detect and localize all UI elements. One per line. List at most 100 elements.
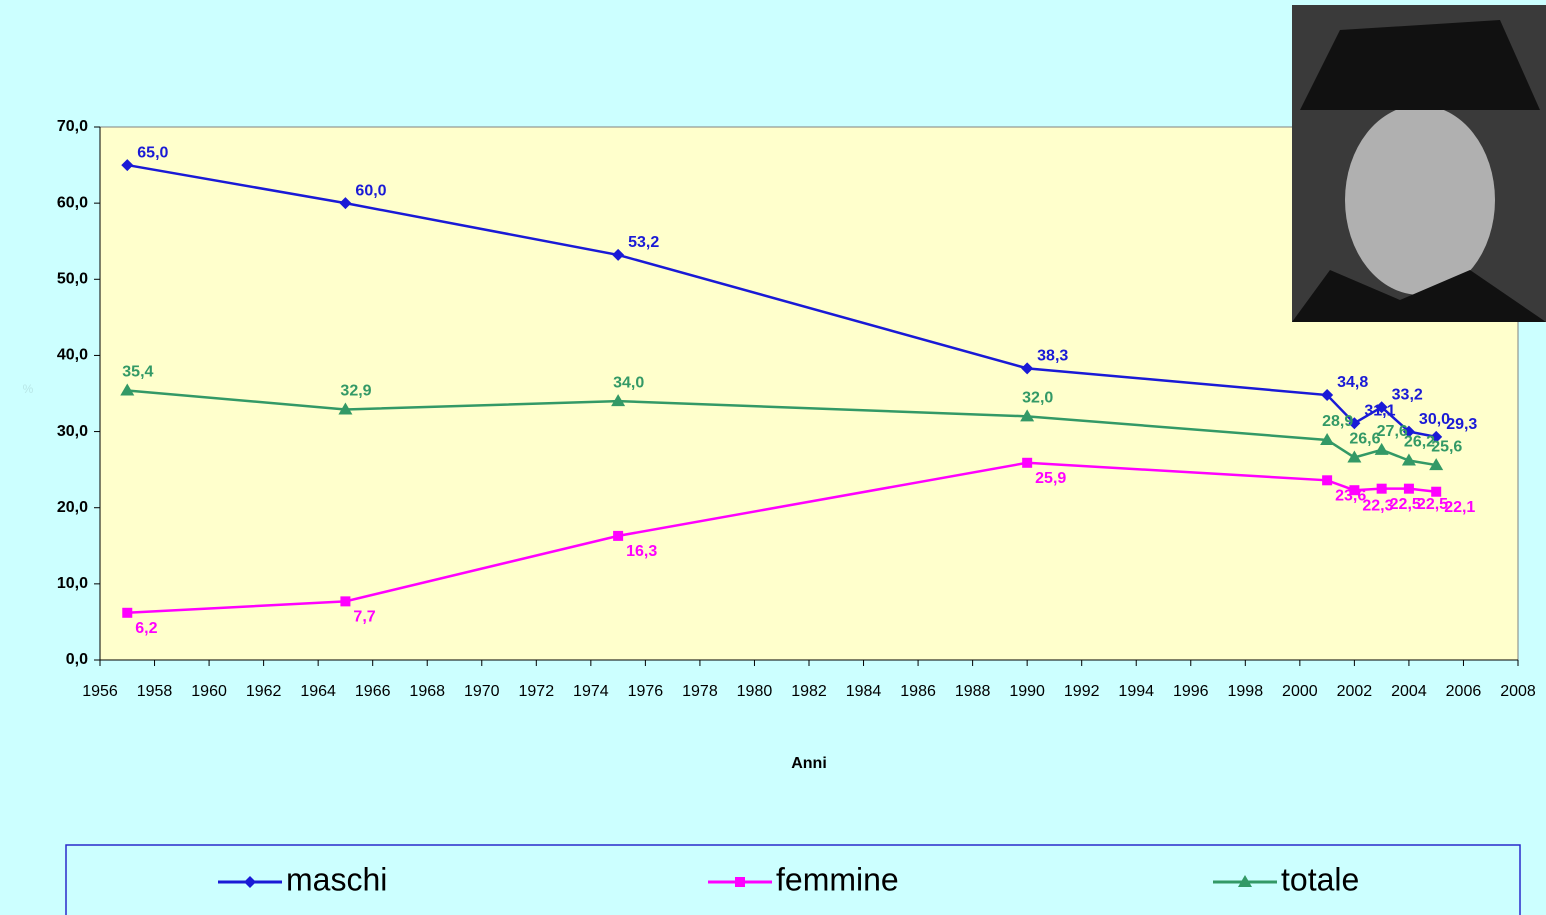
value-label: 34,8 bbox=[1337, 374, 1368, 391]
x-tick-label: 1990 bbox=[1009, 683, 1045, 700]
x-tick-label: 1996 bbox=[1173, 683, 1209, 700]
x-tick-label: 2000 bbox=[1282, 683, 1318, 700]
x-tick-label: 2004 bbox=[1391, 683, 1427, 700]
x-tick-label: 1960 bbox=[191, 683, 227, 700]
value-label: 26,2 bbox=[1404, 434, 1435, 451]
marker bbox=[121, 159, 134, 172]
value-label: 27,6 bbox=[1377, 423, 1408, 440]
marker bbox=[339, 197, 352, 210]
x-tick-label: 1964 bbox=[300, 683, 336, 700]
marker bbox=[1021, 362, 1034, 375]
value-label: 28,9 bbox=[1322, 413, 1353, 430]
value-label: 22,5 bbox=[1390, 496, 1421, 513]
y-tick-label: 30,0 bbox=[57, 423, 88, 440]
marker bbox=[120, 383, 135, 396]
marker bbox=[1348, 417, 1361, 430]
marker bbox=[1401, 453, 1416, 466]
value-label: 38,3 bbox=[1037, 348, 1068, 365]
marker bbox=[613, 530, 624, 541]
marker bbox=[1020, 409, 1035, 422]
value-label: 34,0 bbox=[613, 374, 644, 391]
value-label: 6,2 bbox=[135, 620, 157, 637]
legend-label: maschi bbox=[286, 861, 387, 897]
x-axis-label: Anni bbox=[791, 755, 827, 772]
x-tick-label: 1982 bbox=[791, 683, 827, 700]
marker bbox=[1403, 483, 1414, 494]
value-label: 26,6 bbox=[1349, 431, 1380, 448]
x-tick-label: 2008 bbox=[1500, 683, 1536, 700]
value-label: 29,3 bbox=[1446, 416, 1477, 433]
photo bbox=[1292, 5, 1546, 322]
x-tick-label: 1956 bbox=[82, 683, 118, 700]
value-label: 30,0 bbox=[1419, 411, 1450, 428]
plot-area bbox=[99, 126, 1519, 661]
value-label: 22,3 bbox=[1362, 497, 1393, 514]
value-label: 60,0 bbox=[355, 182, 386, 199]
value-label: 25,6 bbox=[1431, 438, 1462, 455]
x-tick-label: 1992 bbox=[1064, 683, 1100, 700]
y-tick-label: 70,0 bbox=[57, 118, 88, 135]
marker bbox=[1347, 450, 1362, 463]
value-label: 33,2 bbox=[1392, 386, 1423, 403]
x-tick-label: 1968 bbox=[409, 683, 445, 700]
x-tick-label: 1972 bbox=[519, 683, 555, 700]
x-tick-label: 1962 bbox=[246, 683, 282, 700]
marker bbox=[1375, 401, 1388, 414]
x-tick-label: 1978 bbox=[682, 683, 718, 700]
y-tick-label: 40,0 bbox=[57, 347, 88, 364]
x-tick-label: 2002 bbox=[1337, 683, 1373, 700]
x-tick-label: 1988 bbox=[955, 683, 991, 700]
y-tick-label: 10,0 bbox=[57, 575, 88, 592]
marker bbox=[122, 607, 133, 618]
x-tick-label: 1980 bbox=[737, 683, 773, 700]
y-axis-label: % bbox=[23, 382, 34, 396]
value-label: 16,3 bbox=[626, 543, 657, 560]
marker bbox=[1430, 430, 1443, 443]
marker bbox=[1238, 875, 1252, 887]
y-tick-label: 60,0 bbox=[57, 194, 88, 211]
x-tick-label: 1958 bbox=[137, 683, 173, 700]
legend-label: totale bbox=[1281, 861, 1359, 897]
marker bbox=[340, 596, 351, 607]
value-label: 22,5 bbox=[1417, 496, 1448, 513]
value-label: 25,9 bbox=[1035, 470, 1066, 487]
marker bbox=[1431, 486, 1442, 497]
x-tick-label: 1994 bbox=[1118, 683, 1154, 700]
marker bbox=[735, 877, 745, 887]
marker bbox=[1374, 442, 1389, 455]
photo-face bbox=[1345, 105, 1495, 295]
y-tick-label: 50,0 bbox=[57, 271, 88, 288]
value-label: 65,0 bbox=[137, 144, 168, 161]
marker bbox=[611, 394, 626, 407]
photo-hat bbox=[1300, 20, 1540, 110]
y-tick-label: 20,0 bbox=[57, 499, 88, 516]
marker bbox=[1402, 425, 1415, 438]
legend-label: femmine bbox=[776, 861, 899, 897]
x-tick-label: 1970 bbox=[464, 683, 500, 700]
x-tick-label: 1998 bbox=[1228, 683, 1264, 700]
marker bbox=[1321, 389, 1334, 402]
marker bbox=[1376, 483, 1387, 494]
marker bbox=[1349, 485, 1360, 496]
marker bbox=[338, 402, 353, 415]
x-tick-label: 1984 bbox=[846, 683, 882, 700]
legend-box bbox=[65, 844, 1521, 915]
x-tick-label: 1974 bbox=[573, 683, 609, 700]
marker bbox=[1429, 458, 1444, 471]
value-label: 35,4 bbox=[122, 364, 153, 381]
marker bbox=[1320, 432, 1335, 445]
value-label: 32,0 bbox=[1022, 390, 1053, 407]
value-label: 32,9 bbox=[340, 383, 371, 400]
x-tick-label: 1976 bbox=[628, 683, 664, 700]
x-tick-label: 2006 bbox=[1446, 683, 1482, 700]
marker bbox=[1322, 475, 1333, 486]
photo-coat bbox=[1292, 270, 1546, 322]
value-label: 7,7 bbox=[353, 609, 375, 626]
value-label: 53,2 bbox=[628, 234, 659, 251]
marker bbox=[612, 248, 625, 261]
x-tick-label: 1986 bbox=[900, 683, 936, 700]
x-tick-label: 1966 bbox=[355, 683, 391, 700]
marker bbox=[244, 876, 256, 888]
